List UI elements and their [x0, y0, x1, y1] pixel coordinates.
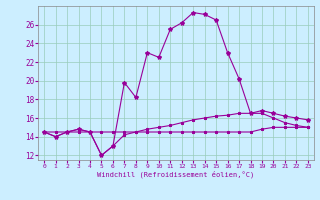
X-axis label: Windchill (Refroidissement éolien,°C): Windchill (Refroidissement éolien,°C) — [97, 171, 255, 178]
